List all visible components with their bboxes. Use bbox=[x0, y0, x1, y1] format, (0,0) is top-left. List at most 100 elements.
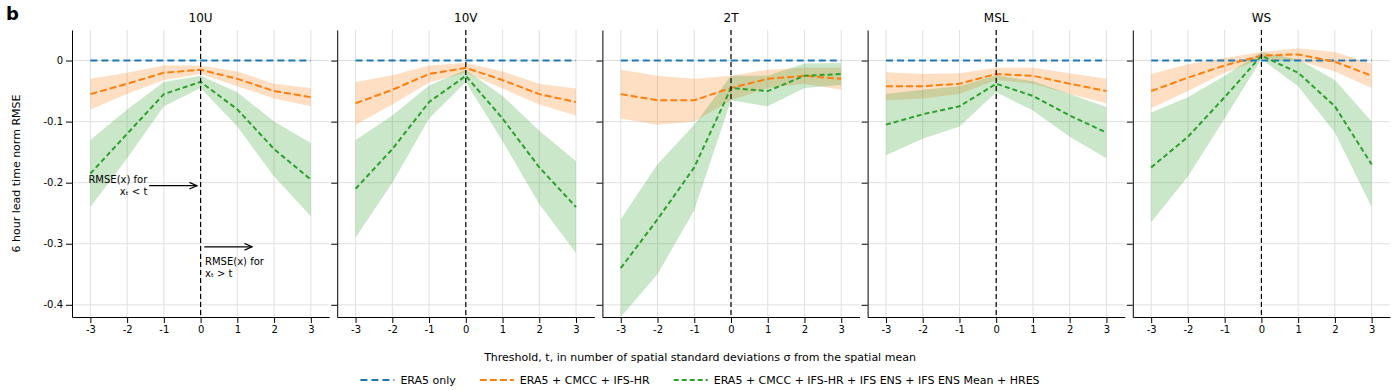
y-grid-line bbox=[1133, 243, 1390, 244]
y-tick bbox=[331, 122, 337, 123]
x-tick: 2 bbox=[802, 317, 808, 335]
x-tick-label: -2 bbox=[918, 324, 928, 335]
plot-area bbox=[356, 30, 576, 317]
y-tick-mark bbox=[66, 244, 72, 245]
y-tick bbox=[596, 61, 602, 62]
x-axis: -3-2-10123 bbox=[73, 317, 330, 335]
y-grid-line bbox=[868, 243, 1125, 244]
x-tick-label: -1 bbox=[425, 324, 435, 335]
reference-line bbox=[465, 30, 466, 317]
y-tick bbox=[862, 61, 868, 62]
x-tick: 0 bbox=[198, 317, 204, 335]
x-tick: -2 bbox=[1183, 317, 1193, 335]
x-axis: -3-2-10123 bbox=[603, 317, 860, 335]
x-tick: 3 bbox=[1104, 317, 1110, 335]
y-tick-mark bbox=[1127, 61, 1133, 62]
x-axis: -3-2-10123 bbox=[338, 317, 595, 335]
annotation-text: xₜ < t bbox=[120, 186, 148, 197]
x-tick-mark bbox=[658, 317, 659, 323]
y-tick bbox=[596, 244, 602, 245]
y-tick-label: 0 bbox=[57, 55, 63, 66]
y-tick-mark bbox=[862, 61, 868, 62]
x-tick-label: 0 bbox=[463, 324, 469, 335]
y-grid-line bbox=[337, 60, 594, 61]
y-axis-line bbox=[602, 31, 603, 318]
y-axis bbox=[331, 31, 338, 318]
x-tick: -2 bbox=[918, 317, 928, 335]
y-tick: -0.3 bbox=[43, 238, 72, 249]
y-tick bbox=[862, 183, 868, 184]
y-tick-mark bbox=[596, 122, 602, 123]
y-tick-mark bbox=[596, 183, 602, 184]
x-tick-mark bbox=[201, 317, 202, 323]
x-tick: 1 bbox=[1295, 317, 1301, 335]
x-tick-mark bbox=[621, 317, 622, 323]
x-tick-label: -1 bbox=[159, 324, 169, 335]
x-tick-mark bbox=[694, 317, 695, 323]
y-tick bbox=[331, 305, 337, 306]
x-grid-line bbox=[922, 30, 923, 317]
reference-line bbox=[1261, 30, 1262, 317]
y-grid-line bbox=[72, 60, 329, 61]
x-tick: 0 bbox=[1259, 317, 1265, 335]
x-tick: -1 bbox=[159, 317, 169, 335]
x-tick-label: -1 bbox=[955, 324, 965, 335]
x-tick: -1 bbox=[955, 317, 965, 335]
panel-title: 2T bbox=[724, 11, 740, 25]
x-tick-label: 2 bbox=[802, 324, 808, 335]
x-tick-label: 1 bbox=[235, 324, 241, 335]
x-tick-label: -1 bbox=[1220, 324, 1230, 335]
x-tick-mark bbox=[1335, 317, 1336, 323]
x-tick-mark bbox=[996, 317, 997, 323]
grid bbox=[602, 30, 859, 317]
x-tick-label: -2 bbox=[123, 324, 133, 335]
y-tick-mark bbox=[331, 61, 337, 62]
x-tick-mark bbox=[1298, 317, 1299, 323]
x-grid-line bbox=[465, 30, 466, 317]
annotation-arrow bbox=[204, 246, 252, 247]
x-tick: 3 bbox=[839, 317, 845, 335]
x-tick-mark bbox=[804, 317, 805, 323]
x-tick-mark bbox=[466, 317, 467, 323]
x-tick-label: 1 bbox=[1295, 324, 1301, 335]
grid bbox=[337, 30, 594, 317]
y-axis bbox=[862, 31, 869, 318]
y-tick-mark bbox=[1127, 183, 1133, 184]
y-grid-line bbox=[72, 243, 329, 244]
y-axis-title: 6 hour lead time norm RMSE bbox=[10, 95, 23, 253]
x-tick-label: -3 bbox=[351, 324, 361, 335]
y-tick-label: -0.4 bbox=[43, 299, 63, 310]
legend-swatch bbox=[674, 379, 708, 381]
series-line bbox=[886, 84, 1106, 133]
x-tick: -2 bbox=[653, 317, 663, 335]
panel: -3-2-101232T bbox=[596, 11, 860, 335]
y-tick-mark bbox=[331, 122, 337, 123]
x-tick: -3 bbox=[616, 317, 626, 335]
legend-swatch bbox=[360, 379, 394, 381]
y-tick-mark bbox=[66, 305, 72, 306]
x-tick-label: 2 bbox=[271, 324, 277, 335]
x-grid-line bbox=[996, 30, 997, 317]
annotation-text: xₜ > t bbox=[205, 268, 233, 279]
y-tick-mark bbox=[596, 244, 602, 245]
y-tick bbox=[862, 305, 868, 306]
x-tick: -3 bbox=[351, 317, 361, 335]
x-tick-mark bbox=[923, 317, 924, 323]
panel-title: 10V bbox=[454, 11, 478, 25]
x-tick-mark bbox=[429, 317, 430, 323]
x-tick: -2 bbox=[388, 317, 398, 335]
chart-svg: -3-2-101230-0.1-0.2-0.3-0.410U6 hour lea… bbox=[0, 0, 1400, 391]
plot-area bbox=[886, 30, 1106, 317]
y-tick-mark bbox=[862, 183, 868, 184]
x-tick-label: 2 bbox=[537, 324, 543, 335]
y-axis bbox=[596, 31, 603, 318]
y-grid-line bbox=[868, 60, 1125, 61]
x-tick: 1 bbox=[235, 317, 241, 335]
x-tick-mark bbox=[841, 317, 842, 323]
x-tick: 1 bbox=[1030, 317, 1036, 335]
x-tick-label: 3 bbox=[308, 324, 314, 335]
x-tick-label: 1 bbox=[500, 324, 506, 335]
x-tick-mark bbox=[356, 317, 357, 323]
x-grid-line bbox=[959, 30, 960, 317]
y-tick bbox=[331, 183, 337, 184]
